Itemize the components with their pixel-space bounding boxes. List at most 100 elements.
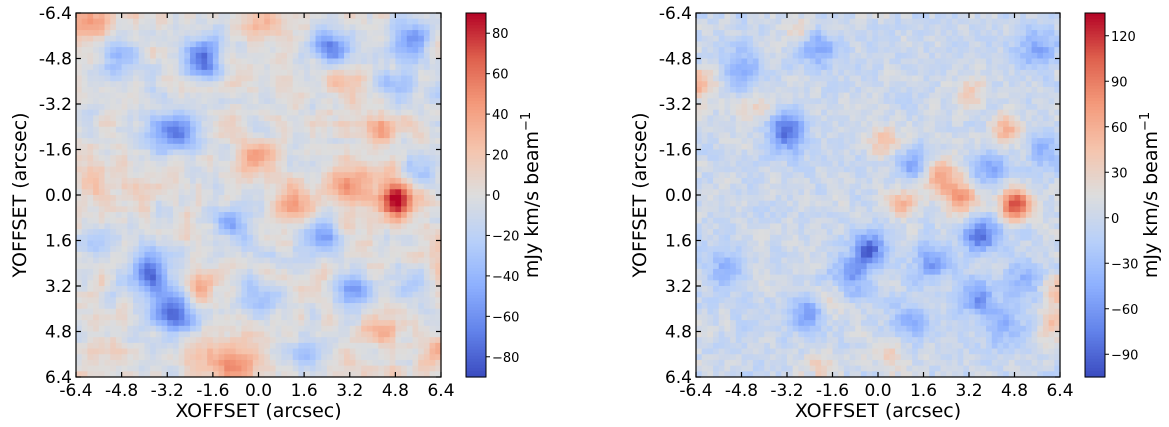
heatmap-cell (951, 41, 959, 48)
heatmap-cell (383, 303, 391, 310)
heatmap-cell (184, 371, 191, 378)
heatmap-cell (418, 371, 425, 378)
heatmap-cell (104, 35, 111, 43)
heatmap-cell (138, 314, 146, 321)
heatmap-cell (110, 41, 117, 48)
heatmap-cell (321, 104, 328, 111)
heatmap-cell (241, 155, 248, 162)
heatmap-cell (429, 81, 436, 88)
heatmap-cell (241, 354, 248, 361)
heatmap-cell (355, 52, 362, 60)
heatmap-cell (98, 160, 106, 168)
heatmap-cell (275, 172, 282, 179)
heatmap-cell (406, 35, 414, 43)
colorbar-segment (466, 195, 486, 199)
heatmap-cell (127, 274, 134, 281)
heatmap-cell (121, 183, 128, 190)
heatmap-cell (969, 47, 976, 54)
heatmap-cell (172, 354, 180, 361)
heatmap-cell (241, 104, 248, 111)
heatmap-cell (121, 47, 128, 54)
heatmap-cell (269, 206, 277, 213)
heatmap-cell (395, 263, 402, 270)
heatmap-cell (229, 223, 237, 230)
heatmap-cell (252, 69, 260, 77)
heatmap-cell (401, 195, 408, 202)
heatmap-cell (929, 13, 936, 20)
heatmap-cell (378, 354, 385, 361)
heatmap-cell (406, 291, 414, 298)
heatmap-cell (383, 286, 391, 293)
heatmap-cell (872, 13, 879, 20)
heatmap-cell (115, 291, 123, 298)
heatmap-cell (138, 138, 146, 145)
heatmap-cell (435, 183, 442, 190)
heatmap-cell (423, 104, 431, 111)
heatmap-cell (144, 263, 151, 270)
heatmap-cell (349, 251, 357, 259)
heatmap-cell (212, 359, 220, 367)
heatmap-cell (258, 268, 265, 276)
colorbar-segment (466, 176, 486, 181)
heatmap-cell (155, 359, 163, 367)
heatmap-cell (1003, 41, 1010, 48)
heatmap-cell (349, 331, 357, 338)
heatmap-cell (1020, 30, 1027, 37)
heatmap-cell (76, 104, 83, 111)
heatmap-cell (344, 98, 351, 105)
heatmap-cell (115, 75, 123, 82)
heatmap-cell (344, 268, 351, 276)
heatmap-cell (355, 160, 362, 168)
heatmap-cell (264, 81, 271, 88)
heatmap-cell (355, 35, 362, 43)
heatmap-cell (155, 303, 163, 310)
heatmap-cell (252, 24, 260, 31)
heatmap-cell (849, 58, 856, 65)
heatmap-cell (178, 189, 185, 196)
heatmap-cell (161, 229, 168, 236)
heatmap-cell (207, 229, 214, 236)
heatmap-cell (298, 257, 305, 264)
heatmap-cell (172, 41, 180, 48)
heatmap-cell (178, 257, 185, 264)
heatmap-cell (1048, 41, 1055, 48)
heatmap-cell (161, 286, 168, 293)
heatmap-cell (218, 149, 225, 156)
heatmap-cell (758, 47, 765, 54)
heatmap-cell (115, 13, 123, 20)
heatmap-cell (172, 81, 180, 88)
heatmap-cell (81, 365, 88, 372)
heatmap-cell (121, 314, 128, 321)
heatmap-cell (792, 69, 799, 77)
heatmap-cell (167, 246, 174, 253)
heatmap-cell (76, 359, 83, 367)
heatmap-cell (707, 64, 714, 71)
heatmap-cell (292, 69, 300, 77)
heatmap-cell (378, 365, 385, 372)
heatmap-cell (287, 98, 294, 105)
heatmap-cell (332, 86, 339, 94)
heatmap-cell (934, 30, 942, 37)
heatmap-cell (412, 126, 419, 134)
heatmap-cell (406, 229, 414, 236)
heatmap-cell (252, 75, 260, 82)
colorbar-tick-label: −80 (492, 351, 519, 366)
heatmap-cell (378, 342, 385, 350)
heatmap-cell (121, 86, 128, 94)
heatmap-cell (178, 132, 185, 139)
heatmap-cell (155, 217, 163, 225)
heatmap-cell (212, 177, 220, 185)
heatmap-cell (287, 13, 294, 20)
heatmap-cell (144, 52, 151, 60)
heatmap-cell (309, 308, 317, 316)
heatmap-cell (1003, 30, 1010, 37)
heatmap-cell (229, 359, 237, 367)
heatmap-cell (184, 58, 191, 65)
heatmap-cell (195, 206, 203, 213)
heatmap-cell (923, 47, 930, 54)
heatmap-cell (178, 149, 185, 156)
heatmap-cell (401, 365, 408, 372)
heatmap-cell (287, 359, 294, 367)
heatmap-cell (81, 155, 88, 162)
heatmap-cell (178, 126, 185, 134)
